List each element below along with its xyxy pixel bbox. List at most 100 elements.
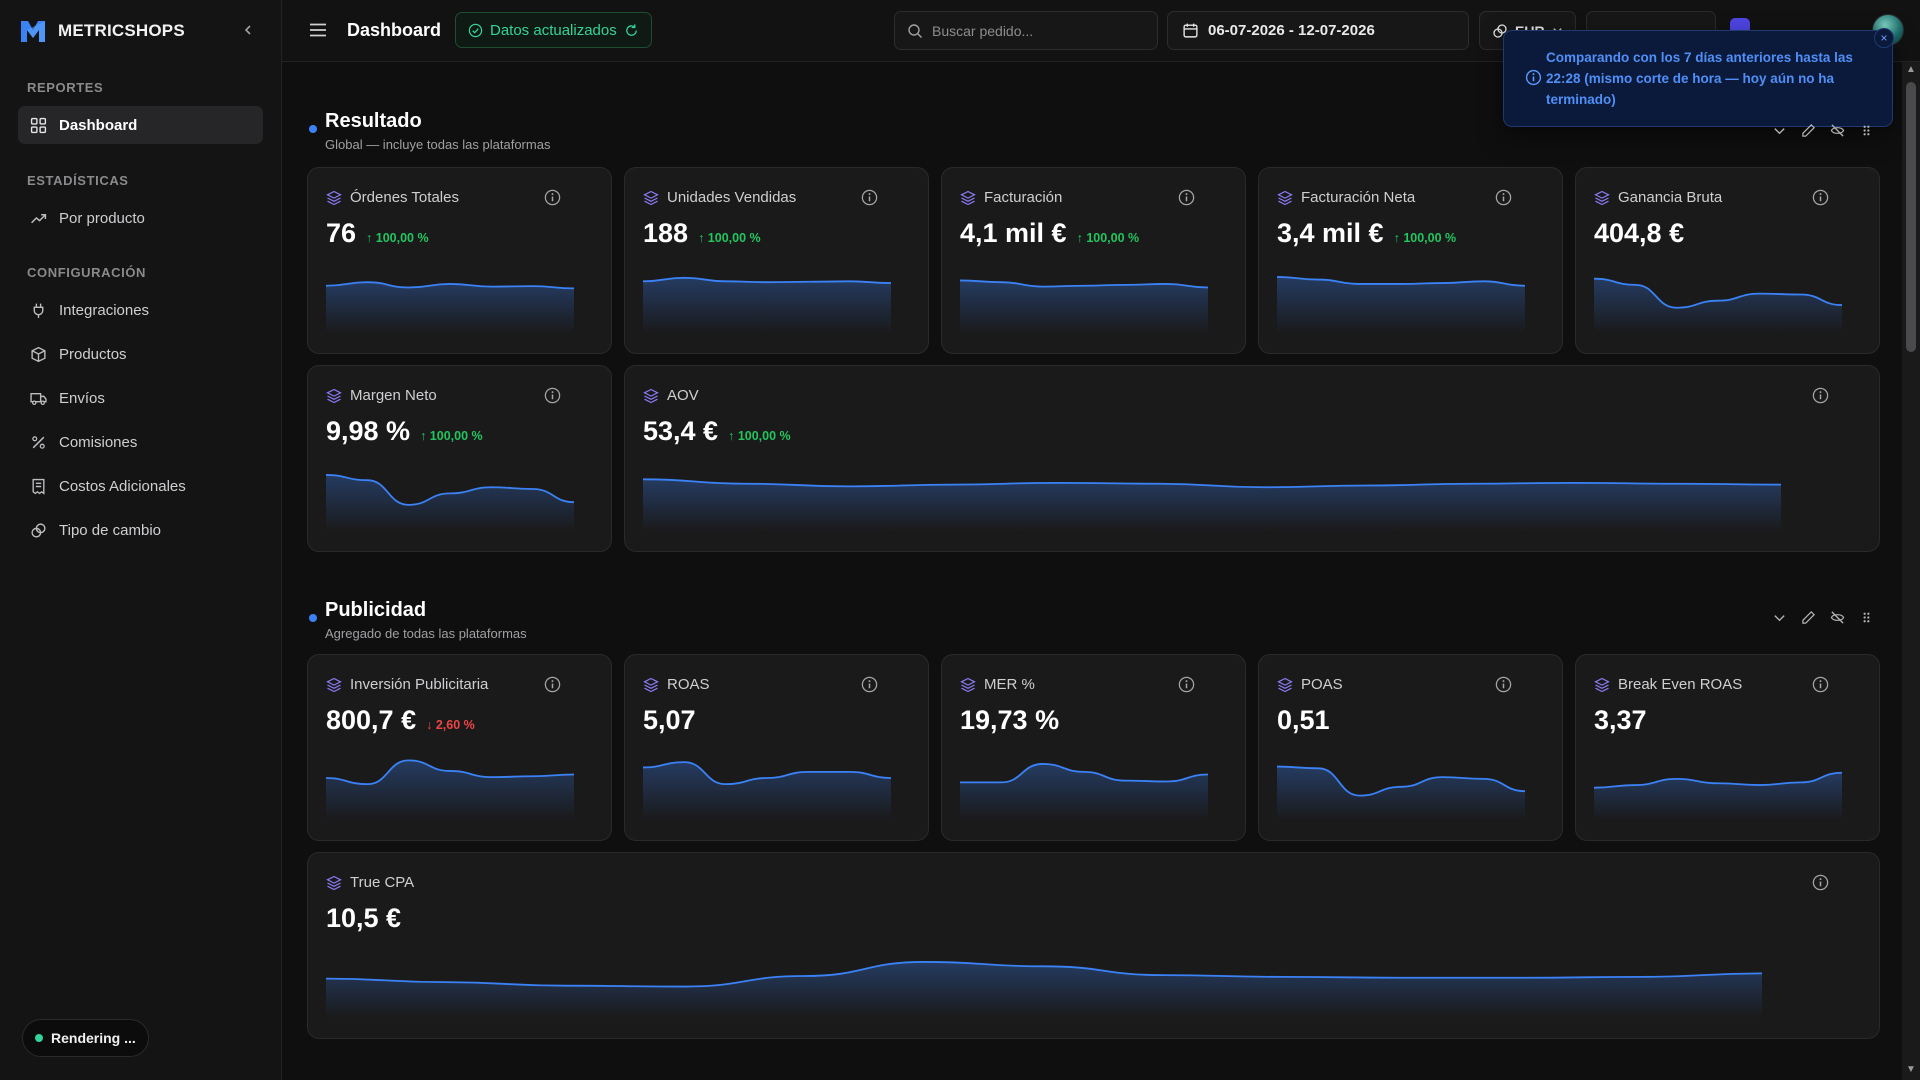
scroll-down-arrow-icon[interactable]: ▼ [1906,1064,1916,1075]
kpi-card-facturacion[interactable]: Facturación 4,1 mil € ↑ 100,00 % [941,167,1246,354]
card-value: 76 [326,218,357,248]
kpi-card-inversion-publicitaria[interactable]: Inversión Publicitaria 800,7 € ↓ 2,60 % [307,654,612,841]
info-icon[interactable] [1495,189,1512,206]
card-header: POAS [1277,676,1343,693]
sidebar-item-dashboard[interactable]: Dashboard [18,106,263,144]
chevron-down-icon[interactable] [1772,123,1787,138]
check-circle-icon [468,23,483,37]
sparkline-line [960,279,1208,289]
card-value-row: 10,5 € [326,903,401,934]
card-label: Inversión Publicitaria [350,676,489,693]
order-search-input[interactable] [932,22,1142,39]
eye-off-icon[interactable] [1830,123,1845,138]
refresh-icon[interactable] [624,23,639,38]
delta-badge: ↑ 100,00 % [366,231,429,245]
card-value-row: 404,8 € [1594,218,1684,249]
sidebar-item-tipo-de-cambio[interactable]: Tipo de cambio [18,511,263,549]
toast-close-button[interactable]: × [1874,28,1894,48]
arrow-up-icon: ↑ [728,429,735,443]
card-label: Facturación Neta [1301,189,1416,206]
pencil-icon[interactable] [1801,610,1816,625]
order-search-box[interactable] [894,11,1158,50]
card-value: 3,37 [1594,705,1647,735]
info-icon[interactable] [544,676,561,693]
sidebar-section-estadisticas: ESTADÍSTICAS [27,173,129,188]
scroll-up-arrow-icon[interactable]: ▲ [1906,64,1916,75]
sparkline-line [643,478,1781,489]
date-range-picker[interactable]: 06-07-2026 - 12-07-2026 [1167,11,1469,50]
kpi-card-mer[interactable]: MER % 19,73 % [941,654,1246,841]
kpi-card-true-cpa[interactable]: True CPA 10,5 € [307,852,1880,1039]
info-icon[interactable] [1812,874,1829,891]
info-icon[interactable] [544,189,561,206]
sparkline-area [643,479,1781,531]
info-icon[interactable] [861,189,878,206]
card-value: 3,4 mil € [1277,218,1384,248]
card-value-row: 9,98 % ↑ 100,00 % [326,416,483,447]
sparkline-line [326,281,574,290]
kpi-card-poas[interactable]: POAS 0,51 [1258,654,1563,841]
receipt-icon [32,478,45,495]
sidebar-item-por-producto[interactable]: Por producto [18,199,263,237]
sparkline-chart [326,474,574,531]
card-value: 4,1 mil € [960,218,1067,248]
chevron-down-icon[interactable] [1772,610,1787,625]
drag-handle-icon[interactable] [1859,123,1874,138]
box-icon [31,346,46,362]
data-status-chip[interactable]: Datos actualizados [455,12,652,48]
kpi-card-ganancia-bruta[interactable]: Ganancia Bruta 404,8 € [1575,167,1880,354]
collapse-sidebar-button[interactable] [236,18,260,42]
info-icon[interactable] [1812,676,1829,693]
sidebar-item-envios[interactable]: Envíos [18,379,263,417]
sparkline-area [326,760,574,820]
kpi-card-break-even-roas[interactable]: Break Even ROAS 3,37 [1575,654,1880,841]
layers-icon [960,190,976,205]
card-value: 800,7 € [326,705,417,735]
info-icon[interactable] [1495,676,1512,693]
drag-handle-icon[interactable] [1859,610,1874,625]
app-logo[interactable]: METRICSHOPS [18,16,185,46]
sparkline-area [643,762,891,820]
delta-badge: ↑ 100,00 % [698,231,761,245]
kpi-card-facturacion-neta[interactable]: Facturación Neta 3,4 mil € ↑ 100,00 % [1258,167,1563,354]
data-status-label: Datos actualizados [490,21,617,39]
kpi-card-margen-neto[interactable]: Margen Neto 9,98 % ↑ 100,00 % [307,365,612,552]
info-icon[interactable] [861,676,878,693]
card-header: Break Even ROAS [1594,676,1742,693]
rendering-status-pill: Rendering ... [22,1019,149,1057]
card-header: Ganancia Bruta [1594,189,1722,206]
card-label: True CPA [350,874,415,891]
sparkline-chart [326,759,574,820]
kpi-card-unidades-vendidas[interactable]: Unidades Vendidas 188 ↑ 100,00 % [624,167,929,354]
layers-icon [326,677,342,692]
info-icon[interactable] [544,387,561,404]
info-icon[interactable] [1178,676,1195,693]
card-value-row: 76 ↑ 100,00 % [326,218,429,249]
card-value-row: 4,1 mil € ↑ 100,00 % [960,218,1139,249]
plug-icon [33,303,44,318]
sidebar-item-productos[interactable]: Productos [18,335,263,373]
scrollbar-thumb[interactable] [1906,82,1916,352]
hamburger-menu-icon[interactable] [308,20,328,40]
sidebar-item-costos-adicionales[interactable]: Costos Adicionales [18,467,263,505]
sparkline-area [1594,278,1842,333]
search-icon [908,23,923,38]
info-icon[interactable] [1812,189,1829,206]
info-icon[interactable] [1812,387,1829,404]
sparkline-area [1277,276,1525,333]
status-dot-icon [35,1034,43,1042]
kpi-card-ordenes-totales[interactable]: Órdenes Totales 76 ↑ 100,00 % [307,167,612,354]
sidebar-item-comisiones[interactable]: Comisiones [18,423,263,461]
kpi-card-aov[interactable]: AOV 53,4 € ↑ 100,00 % [624,365,1880,552]
card-value-row: 5,07 [643,705,696,736]
kpi-card-roas[interactable]: ROAS 5,07 [624,654,929,841]
eye-off-icon[interactable] [1830,610,1845,625]
card-label: Facturación [984,189,1063,206]
info-icon[interactable] [1178,189,1195,206]
pencil-icon[interactable] [1801,123,1816,138]
sparkline-area [326,474,574,531]
sparkline-line [643,276,891,284]
sidebar-item-integraciones[interactable]: Integraciones [18,291,263,329]
card-header: Facturación Neta [1277,189,1415,206]
sidebar-section-configuracion: CONFIGURACIÓN [27,265,147,280]
